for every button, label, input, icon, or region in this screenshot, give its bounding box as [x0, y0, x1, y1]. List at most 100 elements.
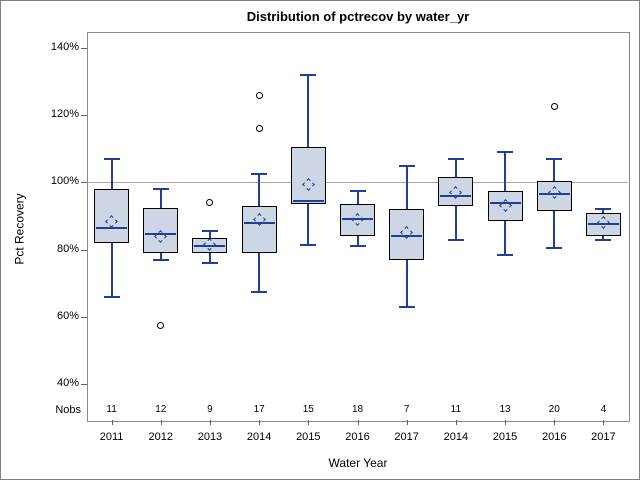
median-line	[145, 233, 177, 236]
y-tick-mark	[81, 384, 87, 385]
x-tick-label: 2017	[394, 431, 419, 443]
whisker-lower-cap	[201, 262, 218, 265]
whisker-lower-stem	[110, 242, 113, 297]
outlier-icon	[206, 199, 214, 207]
plot-frame	[87, 32, 630, 422]
y-tick-mark	[81, 115, 87, 117]
x-tick-label: 2016	[541, 431, 567, 443]
x-tick-mark	[160, 420, 162, 425]
iqr-box	[290, 147, 326, 205]
iqr-box	[94, 189, 130, 243]
whisker-lower-stem	[208, 252, 211, 264]
iqr-box	[389, 209, 425, 260]
outlier-icon	[550, 103, 558, 111]
whisker-upper-stem	[159, 189, 162, 208]
median-line	[489, 201, 521, 204]
x-tick-mark	[357, 420, 359, 425]
outlier-icon	[255, 91, 263, 99]
whisker-upper-stem	[208, 231, 211, 238]
y-tick-mark	[81, 48, 87, 49]
y-tick-mark	[81, 316, 87, 318]
x-tick-mark	[209, 420, 211, 425]
nobs-value: 18	[351, 404, 364, 415]
whisker-lower-cap	[595, 238, 612, 241]
whisker-lower-cap	[152, 258, 169, 261]
whisker-upper-stem	[454, 158, 457, 178]
median-line	[391, 235, 423, 238]
x-tick-mark	[455, 420, 457, 425]
nobs-value: 12	[155, 404, 167, 415]
whisker-upper-cap	[497, 151, 514, 154]
whisker-upper-stem	[602, 209, 605, 213]
x-tick-mark	[505, 420, 507, 425]
y-tick-label: 80%	[56, 242, 79, 255]
nobs-value: 13	[499, 404, 511, 415]
whisker-upper-cap	[300, 73, 317, 76]
whisker-upper-cap	[152, 188, 169, 191]
whisker-upper-cap	[595, 208, 612, 211]
median-line	[292, 199, 324, 202]
reference-line	[87, 182, 628, 184]
outlier-icon	[157, 321, 165, 329]
whisker-lower-stem	[602, 236, 605, 240]
nobs-value: 11	[106, 404, 117, 415]
whisker-lower-stem	[553, 210, 556, 248]
chart-title: Distribution of pctrecov by water_yr	[246, 9, 470, 24]
whisker-upper-cap	[447, 157, 464, 160]
median-line	[96, 226, 128, 229]
x-tick-label: 2012	[148, 431, 173, 443]
nobs-value: 9	[207, 404, 213, 415]
x-tick-mark	[259, 420, 261, 425]
iqr-box	[241, 205, 277, 253]
whisker-upper-cap	[251, 173, 268, 175]
iqr-box	[438, 177, 474, 206]
whisker-lower-stem	[504, 221, 507, 255]
x-tick-label: 2015	[296, 431, 321, 443]
whisker-lower-stem	[159, 252, 162, 260]
whisker-upper-stem	[110, 158, 113, 190]
whisker-upper-stem	[258, 174, 261, 206]
iqr-box	[143, 207, 179, 253]
x-axis-title: Water Year	[328, 456, 388, 470]
nobs-value: 4	[600, 404, 607, 415]
x-tick-label: 2014	[443, 431, 469, 443]
x-tick-label: 2015	[492, 431, 518, 443]
whisker-lower-cap	[546, 246, 563, 249]
x-tick-mark	[554, 420, 556, 425]
whisker-upper-stem	[504, 152, 507, 191]
x-tick-mark	[406, 420, 408, 425]
median-line	[587, 223, 619, 226]
x-tick-label: 2016	[345, 431, 370, 443]
whisker-lower-cap	[447, 238, 464, 241]
y-tick-label: 120%	[50, 108, 79, 121]
whisker-upper-stem	[307, 74, 310, 148]
whisker-lower-cap	[349, 245, 366, 248]
whisker-lower-cap	[103, 295, 120, 298]
whisker-lower-stem	[356, 236, 359, 247]
whisker-lower-cap	[300, 243, 317, 246]
whisker-lower-stem	[307, 204, 310, 245]
nobs-value: 11	[450, 404, 462, 415]
median-line	[342, 218, 373, 221]
nobs-row-label: Nobs	[55, 404, 81, 416]
y-axis-title: Pct Recovery	[1, 193, 85, 264]
whisker-upper-cap	[398, 164, 415, 167]
whisker-lower-stem	[405, 259, 408, 307]
nobs-value: 17	[253, 404, 265, 415]
whisker-upper-stem	[405, 165, 408, 210]
x-tick-mark	[308, 420, 310, 425]
y-axis-title-text: Pct Recovery	[12, 193, 27, 265]
y-tick-label: 140%	[50, 41, 79, 53]
y-tick-mark	[81, 249, 87, 251]
x-tick-label: 2017	[591, 431, 616, 443]
iqr-box	[487, 190, 523, 222]
x-tick-label: 2011	[99, 431, 124, 443]
median-line	[538, 193, 570, 196]
whisker-upper-cap	[349, 189, 366, 192]
whisker-lower-stem	[258, 252, 261, 292]
outlier-icon	[255, 125, 263, 133]
whisker-upper-cap	[546, 157, 563, 160]
whisker-upper-stem	[553, 158, 556, 181]
whisker-lower-cap	[398, 305, 415, 308]
whisker-lower-cap	[497, 253, 514, 256]
